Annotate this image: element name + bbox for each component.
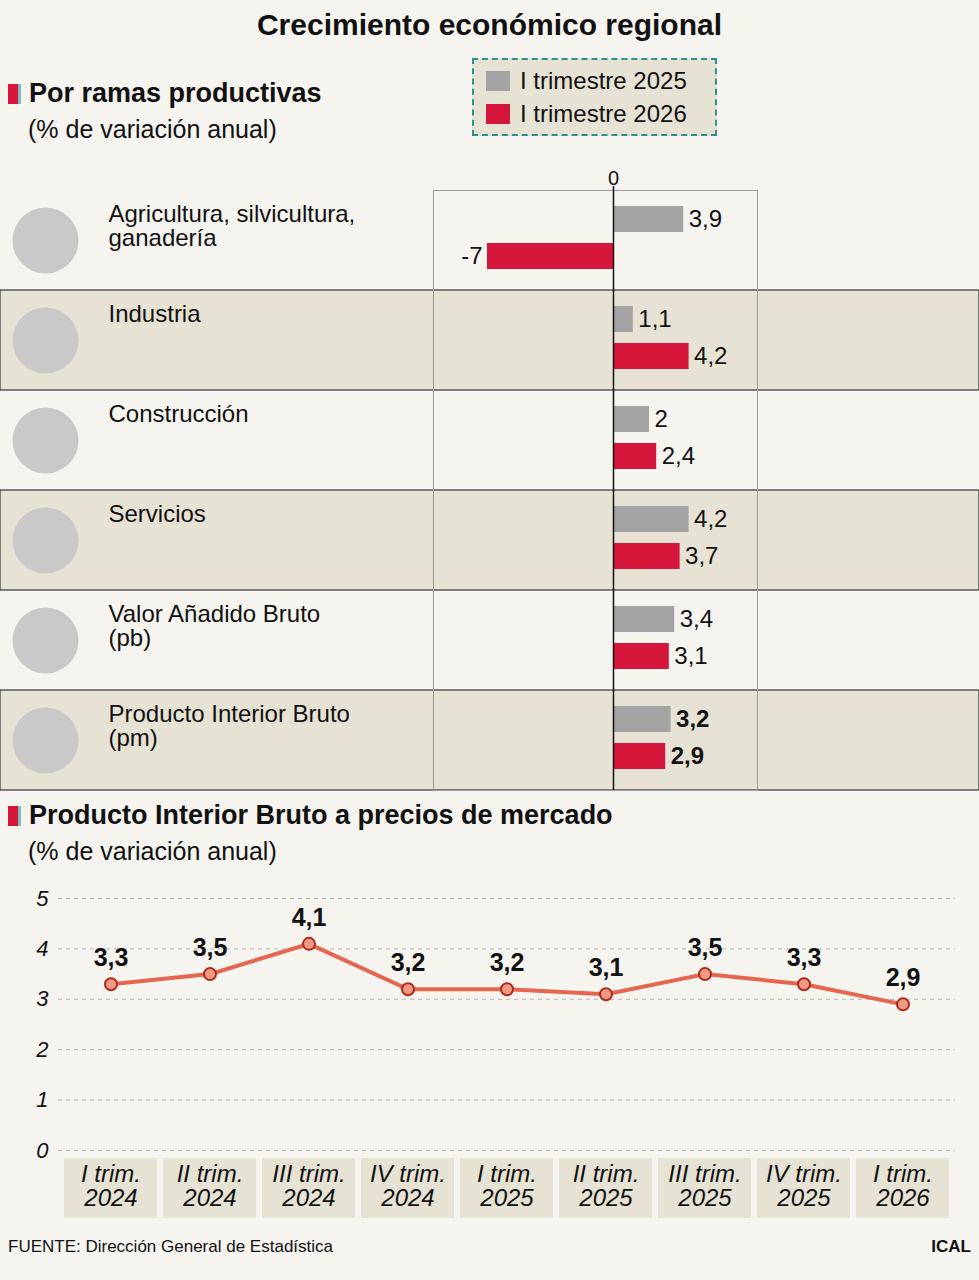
html-text:ICAL: ICAL bbox=[931, 1237, 971, 1256]
svg-text:3,1: 3,1 bbox=[589, 953, 624, 981]
svg-text:I trim.2024: I trim.2024 bbox=[81, 1160, 141, 1211]
svg-text:3,7: 3,7 bbox=[685, 542, 718, 569]
svg-text:-7: -7 bbox=[461, 242, 482, 269]
svg-text:2: 2 bbox=[35, 1037, 48, 1062]
svg-text:1: 1 bbox=[36, 1087, 48, 1112]
svg-text:0: 0 bbox=[608, 167, 619, 189]
svg-text:2,4: 2,4 bbox=[662, 442, 695, 469]
html-text:Producto Interior Bruto a prec: Producto Interior Bruto a precios de mer… bbox=[29, 800, 613, 830]
svg-text:3,9: 3,9 bbox=[689, 205, 722, 232]
svg-text:2,9: 2,9 bbox=[671, 742, 704, 769]
svg-text:II trim.2025: II trim.2025 bbox=[573, 1160, 640, 1211]
svg-text:4,2: 4,2 bbox=[694, 342, 727, 369]
svg-text:2: 2 bbox=[655, 405, 668, 432]
svg-text:III trim.2025: III trim.2025 bbox=[668, 1160, 741, 1211]
svg-text:II trim.2024: II trim.2024 bbox=[177, 1160, 244, 1211]
html-text:(% de variación anual): (% de variación anual) bbox=[28, 115, 277, 143]
svg-text:IV trim.2024: IV trim.2024 bbox=[370, 1160, 446, 1211]
svg-text:Valor Añadido Bruto(pb): Valor Añadido Bruto(pb) bbox=[109, 600, 321, 651]
svg-text:5: 5 bbox=[36, 886, 49, 911]
html-text:(% de variación anual): (% de variación anual) bbox=[28, 837, 277, 865]
svg-text:3,1: 3,1 bbox=[674, 642, 707, 669]
svg-text:Industria: Industria bbox=[109, 300, 202, 327]
svg-text:4,1: 4,1 bbox=[292, 903, 327, 931]
svg-text:4: 4 bbox=[36, 936, 48, 961]
svg-text:3,2: 3,2 bbox=[490, 948, 525, 976]
svg-text:III trim.2024: III trim.2024 bbox=[272, 1160, 345, 1211]
svg-text:3: 3 bbox=[36, 986, 49, 1011]
svg-text:0: 0 bbox=[36, 1138, 49, 1163]
svg-text:3,2: 3,2 bbox=[676, 705, 709, 732]
html-text:FUENTE: Dirección General de E: FUENTE: Dirección General de Estadística bbox=[8, 1237, 333, 1256]
svg-text:Servicios: Servicios bbox=[109, 500, 206, 527]
svg-text:3,4: 3,4 bbox=[680, 605, 713, 632]
html-text:Por ramas productivas: Por ramas productivas bbox=[29, 78, 322, 108]
svg-text:2,9: 2,9 bbox=[886, 963, 921, 991]
html-text:Crecimiento económico regional: Crecimiento económico regional bbox=[256, 8, 722, 41]
svg-text:3,3: 3,3 bbox=[94, 943, 129, 971]
svg-text:Construcción: Construcción bbox=[109, 400, 249, 427]
svg-text:Agricultura, silvicultura,gana: Agricultura, silvicultura,ganadería bbox=[109, 200, 356, 251]
svg-text:I trim.2025: I trim.2025 bbox=[477, 1160, 537, 1211]
svg-text:IV trim.2025: IV trim.2025 bbox=[766, 1160, 842, 1211]
svg-text:3,5: 3,5 bbox=[688, 933, 723, 961]
svg-text:3,2: 3,2 bbox=[391, 948, 426, 976]
svg-text:1,1: 1,1 bbox=[638, 305, 671, 332]
svg-text:3,5: 3,5 bbox=[193, 933, 228, 961]
html-text:I trimestre 2026: I trimestre 2026 bbox=[520, 99, 687, 127]
svg-text:4,2: 4,2 bbox=[694, 505, 727, 532]
svg-text:3,3: 3,3 bbox=[787, 943, 822, 971]
svg-text:Producto Interior Bruto(pm): Producto Interior Bruto(pm) bbox=[109, 700, 350, 751]
svg-text:I trim.2026: I trim.2026 bbox=[873, 1160, 933, 1211]
html-text:I trimestre 2025: I trimestre 2025 bbox=[520, 66, 687, 94]
